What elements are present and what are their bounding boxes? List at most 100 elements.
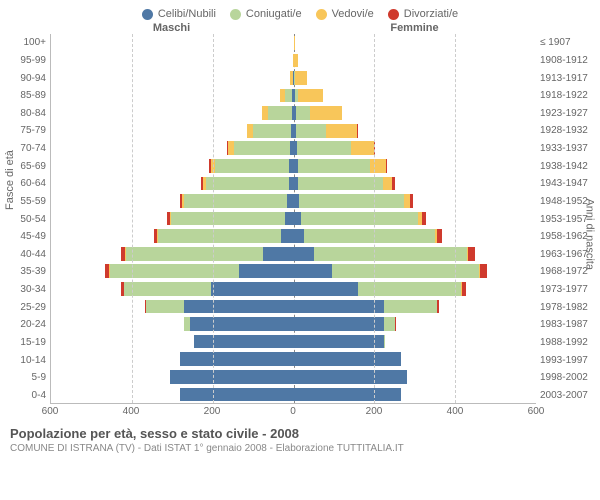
- male-bar: [51, 212, 294, 226]
- seg-m: [297, 141, 352, 155]
- x-tick: 200: [366, 406, 383, 417]
- pyramid-row: [51, 263, 536, 281]
- age-label: 35-39: [0, 263, 50, 281]
- seg-m: [304, 229, 435, 243]
- seg-w: [370, 159, 385, 173]
- seg-m: [314, 247, 468, 261]
- female-bar: [294, 141, 537, 155]
- female-bar: [294, 89, 537, 103]
- seg-c: [294, 370, 407, 384]
- seg-d: [480, 264, 487, 278]
- chart-subtitle: COMUNE DI ISTRANA (TV) - Dati ISTAT 1° g…: [10, 443, 590, 454]
- female-bar: [294, 212, 537, 226]
- legend-swatch: [142, 9, 153, 20]
- y-title-left: Fasce di età: [4, 150, 16, 210]
- female-bar: [294, 317, 537, 331]
- pyramid-row: [51, 34, 536, 52]
- age-label: 15-19: [0, 334, 50, 352]
- female-bar: [294, 335, 537, 349]
- birth-label: 1988-1992: [536, 334, 600, 352]
- pyramid-row: [51, 350, 536, 368]
- seg-m: [253, 124, 291, 138]
- seg-c: [294, 317, 385, 331]
- seg-c: [211, 282, 294, 296]
- female-bar: [294, 71, 537, 85]
- birth-label: 1923-1927: [536, 105, 600, 123]
- gender-headers: Maschi Femmine: [0, 22, 600, 34]
- x-tick: 600: [42, 406, 59, 417]
- seg-w: [351, 141, 373, 155]
- x-tick: 400: [447, 406, 464, 417]
- pyramid-row: [51, 87, 536, 105]
- pyramid-row: [51, 122, 536, 140]
- seg-c: [285, 212, 294, 226]
- seg-c: [184, 300, 293, 314]
- header-female: Femmine: [293, 22, 536, 34]
- seg-m: [332, 264, 480, 278]
- seg-c: [294, 247, 314, 261]
- male-bar: [51, 247, 294, 261]
- male-bar: [51, 282, 294, 296]
- gridline: [374, 34, 375, 403]
- seg-m: [184, 194, 287, 208]
- age-label: 25-29: [0, 298, 50, 316]
- seg-w: [295, 71, 307, 85]
- header-male: Maschi: [50, 22, 293, 34]
- y-title-right: Anni di nascita: [584, 198, 596, 270]
- seg-d: [386, 159, 388, 173]
- chart-title: Popolazione per età, sesso e stato civil…: [10, 426, 590, 441]
- age-label: 80-84: [0, 105, 50, 123]
- gridline: [132, 34, 133, 403]
- birth-label: 1913-1917: [536, 69, 600, 87]
- x-tick: 400: [123, 406, 140, 417]
- seg-m: [299, 194, 404, 208]
- seg-m: [384, 317, 394, 331]
- male-bar: [51, 106, 294, 120]
- gridline: [213, 34, 214, 403]
- birth-label: 1943-1947: [536, 175, 600, 193]
- x-tick: 200: [204, 406, 221, 417]
- female-bar: [294, 159, 537, 173]
- seg-c: [194, 335, 293, 349]
- seg-m: [124, 282, 211, 296]
- male-bar: [51, 36, 294, 50]
- seg-c: [294, 212, 301, 226]
- birth-label: 1918-1922: [536, 87, 600, 105]
- pyramid-row: [51, 69, 536, 87]
- seg-d: [392, 177, 394, 191]
- birth-label: 1978-1982: [536, 298, 600, 316]
- seg-c: [294, 264, 332, 278]
- seg-d: [410, 194, 413, 208]
- pyramid-row: [51, 386, 536, 404]
- seg-m: [215, 159, 290, 173]
- birth-label: 1933-1937: [536, 140, 600, 158]
- y-axis-age: 100+95-9990-9485-8980-8475-7970-7465-696…: [0, 34, 50, 404]
- pyramid-row: [51, 210, 536, 228]
- seg-c: [294, 352, 401, 366]
- seg-c: [294, 388, 401, 402]
- seg-c: [294, 229, 304, 243]
- male-bar: [51, 124, 294, 138]
- female-bar: [294, 388, 537, 402]
- seg-d: [422, 212, 426, 226]
- seg-m: [206, 177, 289, 191]
- age-label: 0-4: [0, 387, 50, 405]
- age-label: 10-14: [0, 351, 50, 369]
- birth-label: 1998-2002: [536, 369, 600, 387]
- birth-label: 1928-1932: [536, 122, 600, 140]
- female-bar: [294, 177, 537, 191]
- seg-d: [437, 229, 442, 243]
- female-bar: [294, 247, 537, 261]
- seg-m: [268, 106, 292, 120]
- seg-m: [146, 300, 184, 314]
- legend-swatch: [230, 9, 241, 20]
- male-bar: [51, 300, 294, 314]
- pyramid-row: [51, 192, 536, 210]
- footer: Popolazione per età, sesso e stato civil…: [0, 420, 600, 454]
- pyramid-row: [51, 315, 536, 333]
- seg-c: [281, 229, 293, 243]
- seg-w: [383, 177, 392, 191]
- seg-m: [158, 229, 281, 243]
- female-bar: [294, 36, 537, 50]
- chart-area: 100+95-9990-9485-8980-8475-7970-7465-696…: [0, 34, 600, 404]
